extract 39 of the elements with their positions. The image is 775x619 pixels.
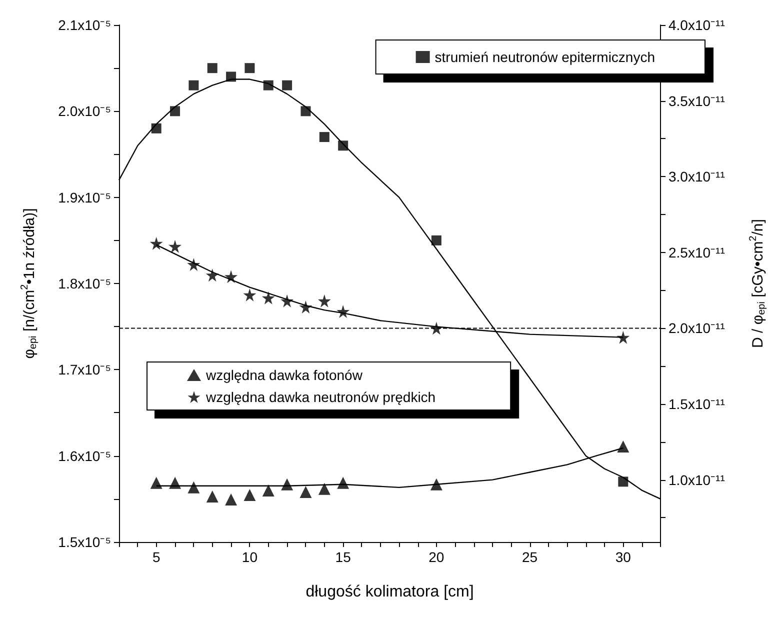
- x-axis-title: długość kolimatora [cm]: [306, 584, 474, 600]
- y-tick-label: 1.9x10⁻⁵: [58, 189, 111, 206]
- x-tick-label: 20: [428, 549, 444, 565]
- y-tick-label: 1.8x10⁻⁵: [58, 276, 111, 292]
- point: [170, 106, 180, 116]
- x-tick-label: 25: [522, 549, 538, 565]
- legend-label: względna dawka neutronów prędkich: [205, 389, 436, 405]
- point: [263, 80, 274, 90]
- legend-label: względna dawka fotonów: [205, 367, 364, 383]
- y2-tick-label: 1.0x10⁻¹¹: [668, 472, 726, 488]
- y2-tick-label: 4.0x10⁻¹¹: [668, 17, 726, 33]
- x-tick-label: 15: [335, 549, 352, 565]
- y-tick-label: 2.0x10⁻⁵: [58, 103, 111, 120]
- point: [151, 123, 162, 134]
- point: [244, 63, 255, 74]
- y-tick-label: 1.5x10⁻⁵: [58, 534, 111, 550]
- point: [338, 140, 348, 151]
- x-tick-label: 10: [242, 549, 258, 565]
- legend-label: strumień neutronów epitermicznych: [434, 49, 656, 65]
- y-axis-title: φepi [n/(cm2•1n źródła)]: [20, 208, 39, 359]
- y-tick-label: 1.7x10⁻⁵: [58, 362, 111, 378]
- y2-tick-label: 1.5x10⁻¹¹: [668, 396, 726, 412]
- y2-tick-label: 3.0x10⁻¹¹: [668, 168, 726, 185]
- y2-tick-label: 2.0x10⁻¹¹: [668, 320, 726, 336]
- point: [431, 235, 442, 246]
- x-tick-label: 30: [615, 549, 632, 565]
- point: [282, 80, 292, 90]
- y2-axis-title: D / φepi [cGy•cm2/n]: [748, 219, 768, 348]
- point: [207, 63, 218, 74]
- point: [226, 72, 236, 82]
- y2-tick-label: 2.5x10⁻¹¹: [668, 244, 726, 260]
- point: [319, 132, 330, 142]
- y-tick-label: 1.6x10⁻⁵: [58, 448, 111, 464]
- point: [300, 106, 311, 116]
- point: [618, 476, 628, 487]
- y-tick-label: 2.1x10⁻⁵: [58, 17, 111, 33]
- x-tick-label: 5: [152, 549, 160, 565]
- y2-tick-label: 3.5x10⁻¹¹: [668, 92, 726, 109]
- point: [188, 80, 199, 90]
